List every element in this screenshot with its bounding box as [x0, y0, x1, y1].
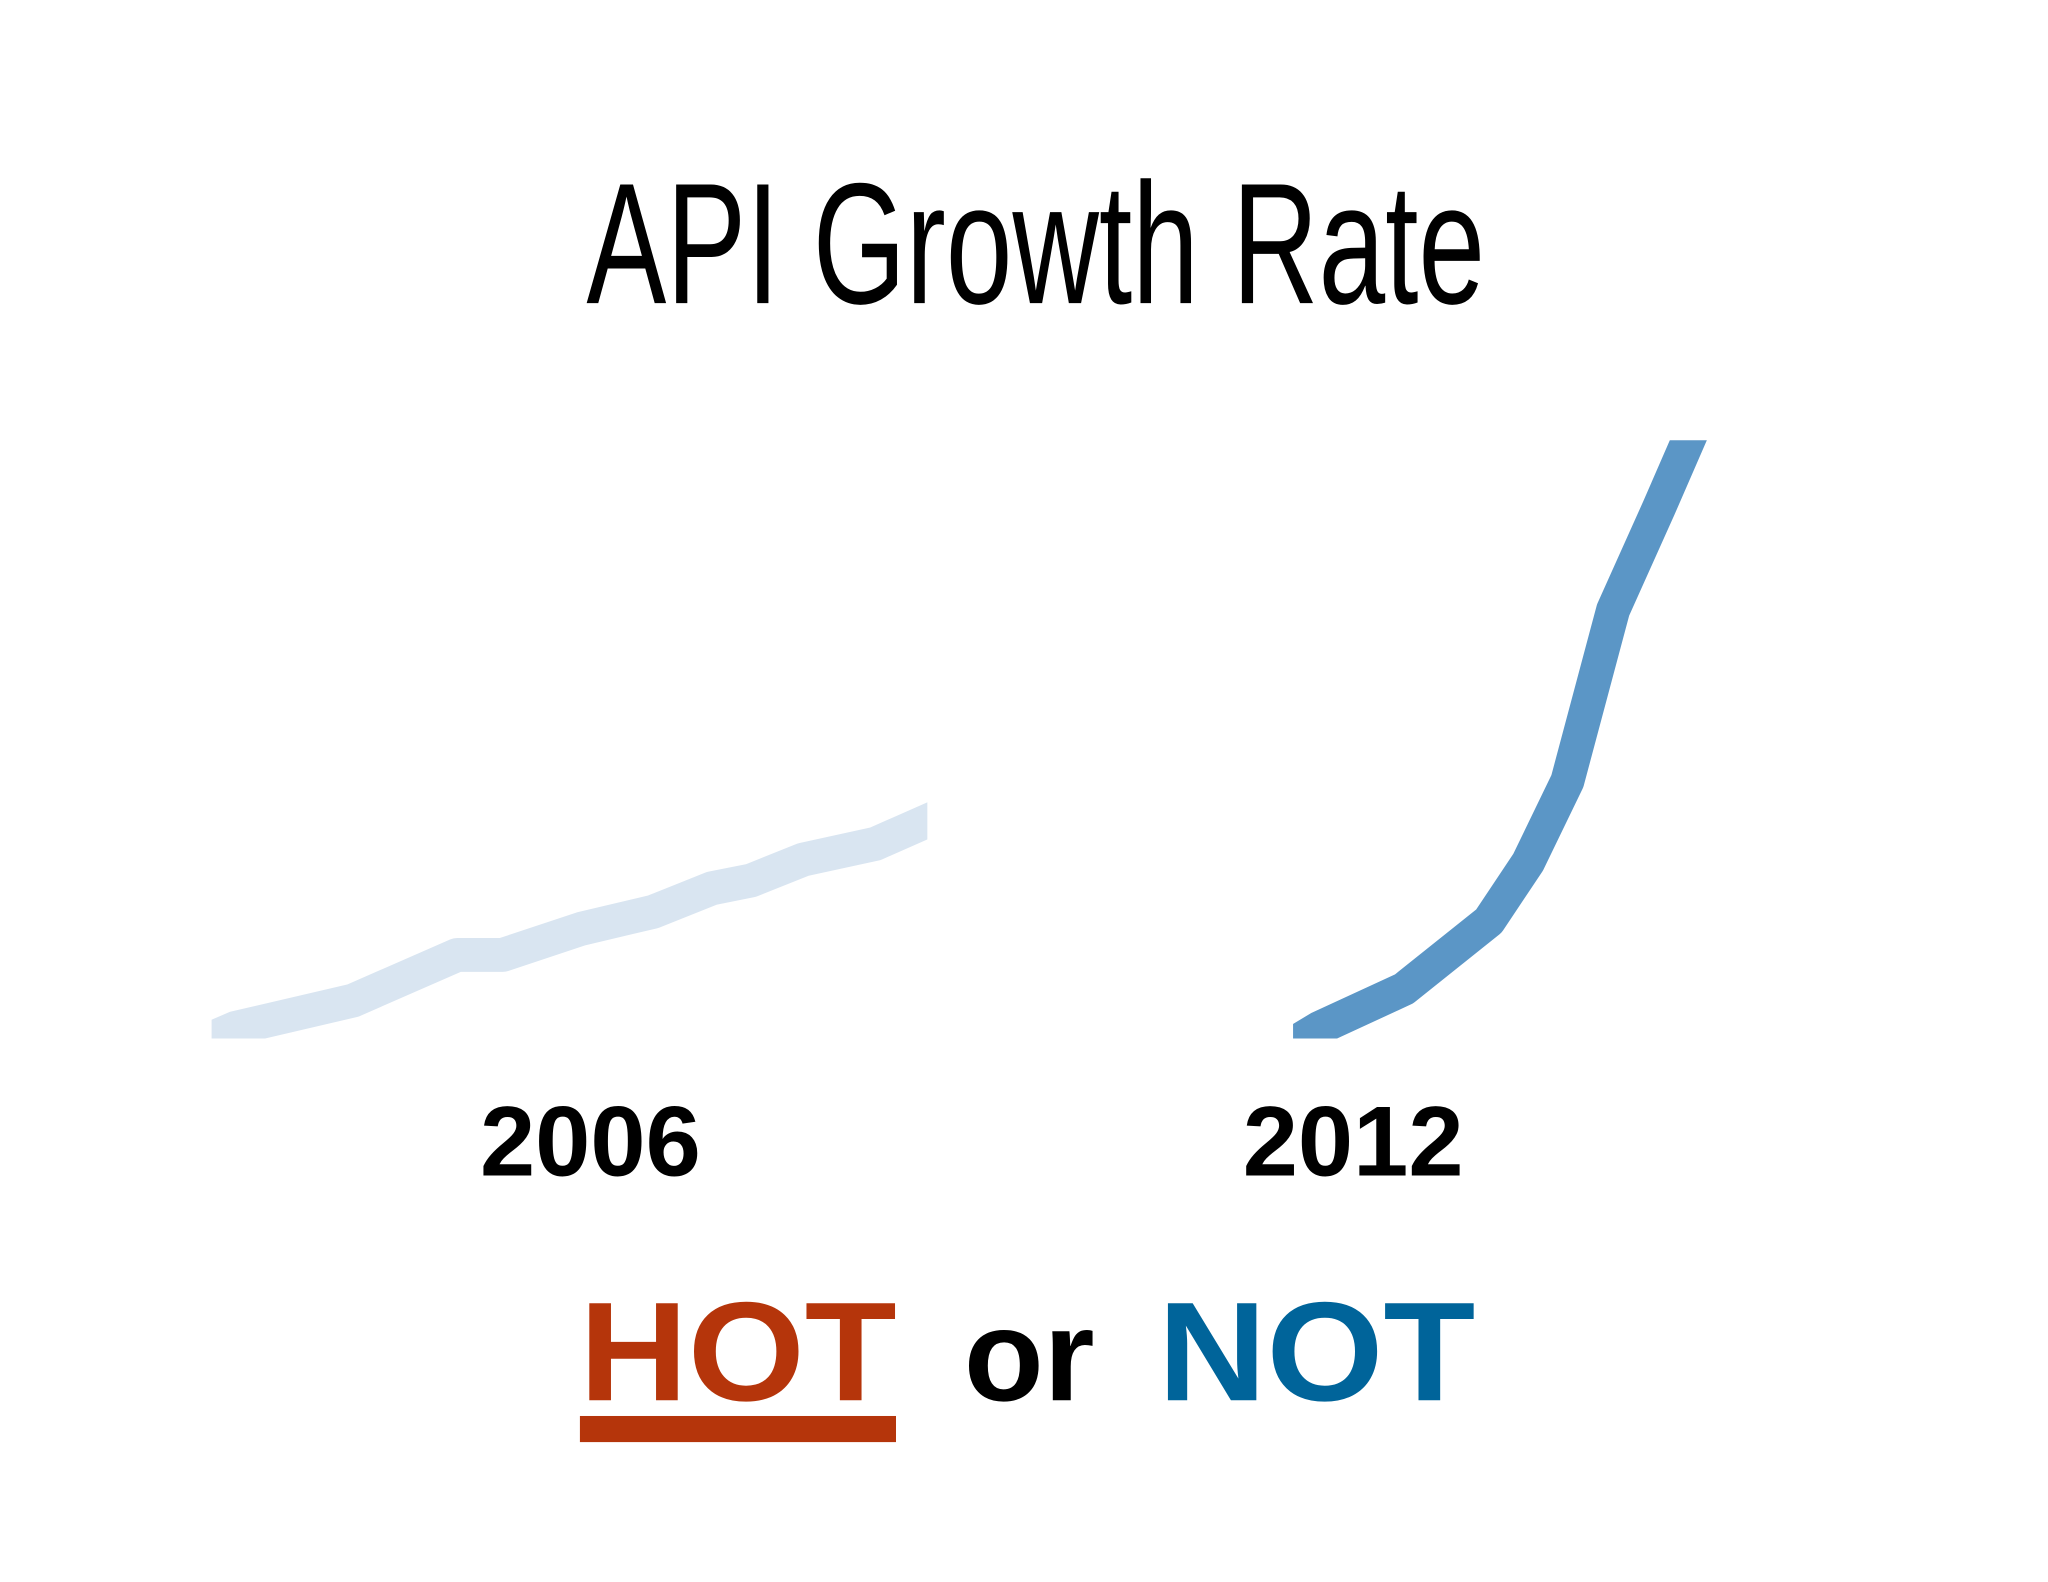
or-label: or [964, 1282, 1095, 1428]
not-label: NOT [1158, 1272, 1475, 1430]
year-label: 2006 [480, 1087, 701, 1198]
hot-label: HOT [579, 1272, 896, 1430]
year-label: 2012 [1243, 1087, 1464, 1198]
title: API Growth Rate [586, 147, 1485, 340]
hot-underline [579, 1415, 896, 1443]
trend-line-2006 [211, 802, 928, 1039]
trend-line-2012 [1293, 440, 1707, 1039]
